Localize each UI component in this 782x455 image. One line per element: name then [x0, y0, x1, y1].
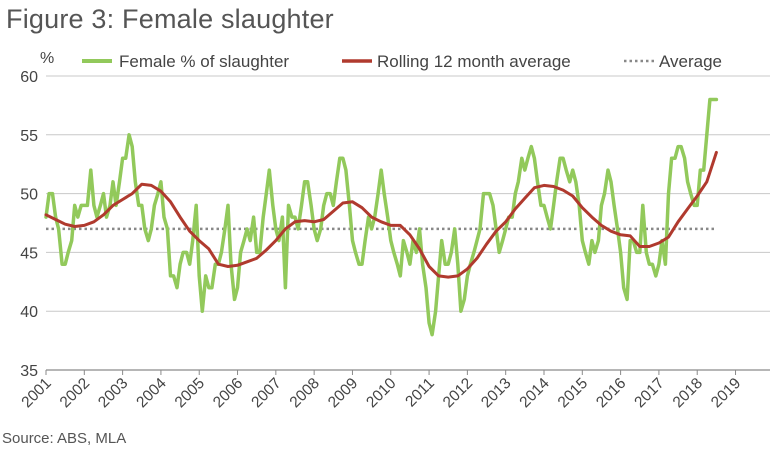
x-tick-label: 2008	[287, 375, 323, 411]
x-tick-label: 2011	[402, 375, 438, 411]
legend-label-rolling-average: Rolling 12 month average	[377, 52, 571, 71]
source-note: Source: ABS, MLA	[2, 430, 127, 447]
y-tick-label: 60	[20, 69, 38, 86]
chart-title: Figure 3: Female slaughter	[6, 4, 334, 34]
x-tick-label: 2005	[172, 375, 208, 411]
x-tick-label: 2019	[708, 375, 744, 411]
series-line-female	[44, 97, 719, 337]
x-axis-ticks: 2001 2002 2003 2004 2005 2006 2007 2008 2009 2010…	[18, 370, 744, 411]
x-tick-label: 2017	[631, 375, 667, 411]
legend-label-female: Female % of slaughter	[119, 52, 289, 71]
y-axis-ticks: 35 40 45 50 55 60	[20, 69, 38, 380]
series-lines	[44, 97, 719, 337]
y-tick-label: 50	[20, 187, 38, 204]
y-axis-label: %	[40, 50, 54, 67]
x-tick-label: 2007	[248, 375, 284, 411]
x-tick-label: 2012	[440, 375, 476, 411]
x-tick-label: 2013	[478, 375, 514, 411]
x-tick-label: 2009	[325, 375, 361, 411]
x-tick-label: 2003	[95, 375, 131, 411]
y-tick-label: 35	[20, 363, 38, 380]
x-tick-label: 2015	[555, 375, 591, 411]
x-tick-label: 2002	[57, 375, 93, 411]
x-tick-label: 2004	[133, 375, 170, 412]
series-line-rolling-average	[44, 150, 718, 279]
x-tick-label: 2006	[210, 375, 246, 411]
legend-label-average: Average	[659, 52, 722, 71]
y-tick-label: 45	[20, 245, 38, 262]
y-tick-label: 55	[20, 128, 38, 145]
x-tick-label: 2014	[516, 375, 553, 412]
legend: Female % of slaughter Rolling 12 month a…	[82, 52, 722, 71]
x-tick-label: 2018	[670, 375, 706, 411]
x-tick-label: 2010	[363, 375, 400, 412]
x-tick-label: 2016	[593, 375, 629, 411]
y-tick-label: 40	[20, 304, 38, 321]
gridlines	[46, 75, 770, 371]
x-tick-label: 2001	[18, 375, 54, 411]
